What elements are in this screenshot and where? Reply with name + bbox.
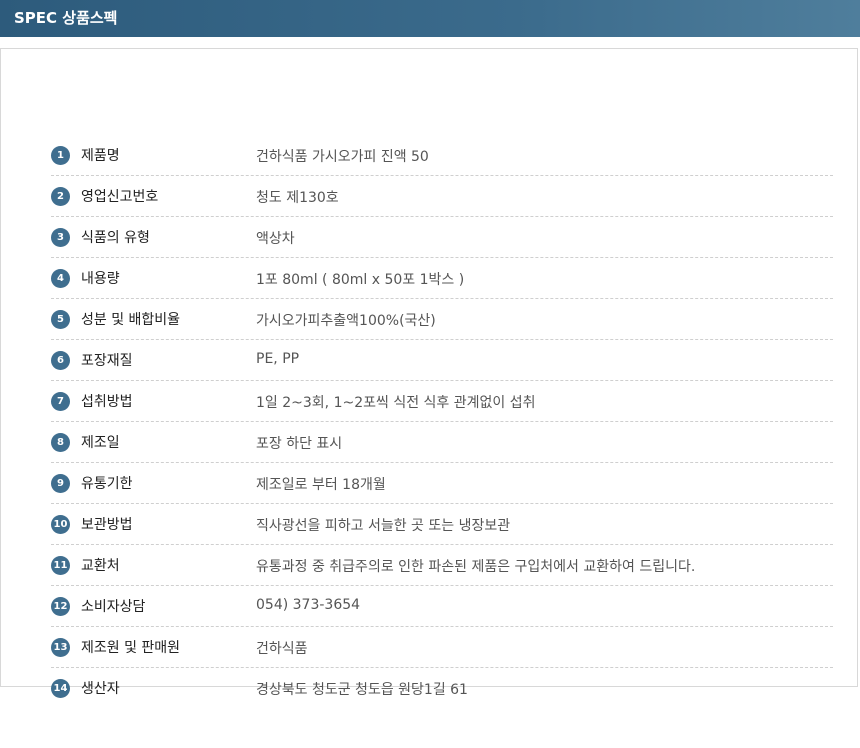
spec-label: 제조일 [81,435,120,451]
spec-label: 내용량 [81,271,120,287]
spec-row: 13 제조원 및 판매원 건하식품 [51,627,833,668]
spec-value: 제조일로 부터 18개월 [256,477,386,493]
number-badge-icon: 6 [51,351,70,370]
spec-row: 2 영업신고번호 청도 제130호 [51,176,833,217]
number-badge-icon: 11 [51,556,70,575]
spec-row: 11 교환처 유통과정 중 취급주의로 인한 파손된 제품은 구입처에서 교환하여 … [51,545,833,586]
spec-label: 생산자 [81,681,120,697]
section-header: SPEC 상품스펙 [0,0,860,37]
spec-value: 건하식품 가시오가피 진액 50 [256,149,429,165]
spec-value: 가시오가피추출액100%(국산) [256,313,436,329]
spec-value: 1일 2~3회, 1~2포씩 식전 식후 관계없이 섭취 [256,395,536,411]
spec-value: 유통과정 중 취급주의로 인한 파손된 제품은 구입처에서 교환하여 드립니다. [256,559,696,575]
number-badge-icon: 9 [51,474,70,493]
number-badge-icon: 14 [51,679,70,698]
number-badge-icon: 10 [51,515,70,534]
spec-label: 식품의 유형 [81,230,150,246]
number-badge-icon: 3 [51,228,70,247]
spec-row: 8 제조일 포장 하단 표시 [51,422,833,463]
spec-label: 제품명 [81,148,120,164]
spec-row: 1 제품명 건하식품 가시오가피 진액 50 [51,135,833,176]
spec-row: 4 내용량 1포 80ml ( 80ml x 50포 1박스 ) [51,258,833,299]
spec-row: 12 소비자상담 054) 373-3654 [51,586,833,627]
spec-row: 5 성분 및 배합비율 가시오가피추출액100%(국산) [51,299,833,340]
spec-label: 제조원 및 판매원 [81,640,181,656]
spec-panel: 1 제품명 건하식품 가시오가피 진액 50 2 영업신고번호 청도 제130호 3 식품의 … [0,48,858,698]
spec-label: 포장재질 [81,353,133,369]
spec-row: 7 섭취방법 1일 2~3회, 1~2포씩 식전 식후 관계없이 섭취 [51,381,833,422]
spec-row: 9 유통기한 제조일로 부터 18개월 [51,463,833,504]
spec-label: 유통기한 [81,476,133,492]
spec-value: 1포 80ml ( 80ml x 50포 1박스 ) [256,272,465,288]
number-badge-icon: 12 [51,597,70,616]
spec-value: 청도 제130호 [256,190,339,206]
number-badge-icon: 8 [51,433,70,452]
spec-label: 섭취방법 [81,394,133,410]
spec-value: 건하식품 [256,641,308,657]
spec-label: 성분 및 배합비율 [81,312,181,328]
number-badge-icon: 2 [51,187,70,206]
spec-value: 직사광선을 피하고 서늘한 곳 또는 냉장보관 [256,518,511,534]
number-badge-icon: 7 [51,392,70,411]
spec-value: 액상차 [256,231,295,247]
number-badge-icon: 1 [51,146,70,165]
spec-value: PE, PP [256,351,300,367]
number-badge-icon: 4 [51,269,70,288]
spec-label: 소비자상담 [81,599,146,615]
spec-row: 3 식품의 유형 액상차 [51,217,833,258]
spec-row: 10 보관방법 직사광선을 피하고 서늘한 곳 또는 냉장보관 [51,504,833,545]
spec-row: 6 포장재질 PE, PP [51,340,833,381]
number-badge-icon: 5 [51,310,70,329]
spec-row: 14 생산자 경상북도 청도군 청도읍 원당1길 61 [51,668,833,709]
spec-label: 영업신고번호 [81,189,159,205]
spec-value: 포장 하단 표시 [256,436,343,452]
spec-label: 보관방법 [81,517,133,533]
section-title: SPEC 상품스펙 [14,9,118,27]
spec-value: 경상북도 청도군 청도읍 원당1길 61 [256,682,468,698]
spec-label: 교환처 [81,558,120,574]
number-badge-icon: 13 [51,638,70,657]
spec-list: 1 제품명 건하식품 가시오가피 진액 50 2 영업신고번호 청도 제130호 3 식품의 … [51,135,833,709]
spec-value: 054) 373-3654 [256,597,361,613]
